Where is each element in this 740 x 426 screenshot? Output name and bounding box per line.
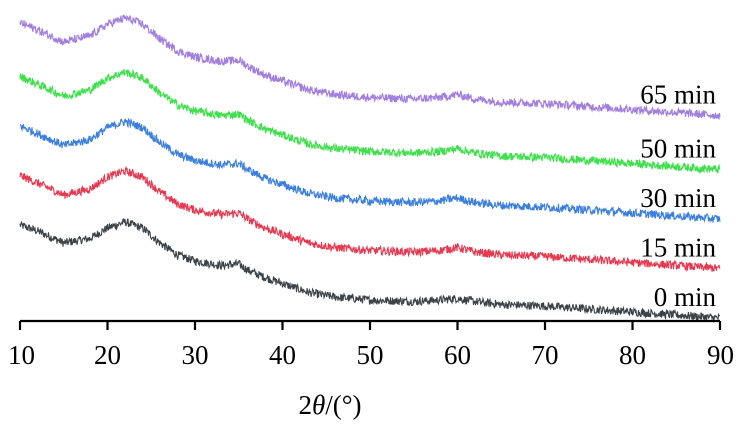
x-tick-label-10: 10: [8, 340, 35, 370]
series-label-50-min: 50 min: [640, 134, 716, 164]
series-layer: [19, 14, 721, 324]
series-line-30-min: [19, 117, 721, 224]
x-tick-label-80: 80: [619, 340, 646, 370]
series-label-15-min: 15 min: [640, 233, 716, 263]
x-axis-title: 2θ/(°): [298, 390, 361, 420]
series-label-65-min: 65 min: [640, 80, 716, 110]
series-label-layer: 0 min 15 min 30 min 50 min 65 min: [640, 80, 716, 313]
x-tick-label-90: 90: [707, 340, 734, 370]
x-axis: 10 20 30 40 50 60 70 80 90 2θ/(°): [8, 319, 734, 420]
x-tick-label-70: 70: [532, 340, 559, 370]
x-tick-label-40: 40: [269, 340, 296, 370]
series-label-0-min: 0 min: [654, 282, 717, 312]
series-line-0-min: [19, 218, 721, 324]
x-axis-title-suffix: /(°): [325, 390, 361, 420]
x-axis-title-prefix: 2: [298, 390, 312, 420]
x-axis-title-theta: θ: [312, 390, 325, 420]
series-label-30-min: 30 min: [640, 183, 716, 213]
series-line-65-min: [19, 14, 721, 120]
x-tick-label-20: 20: [94, 340, 121, 370]
x-tick-label-60: 60: [444, 340, 471, 370]
x-tick-layer: 10 20 30 40 50 60 70 80 90: [8, 321, 734, 370]
x-tick-label-30: 30: [182, 340, 209, 370]
series-line-50-min: [19, 68, 721, 174]
series-line-15-min: [19, 165, 721, 272]
x-tick-label-50: 50: [357, 340, 384, 370]
